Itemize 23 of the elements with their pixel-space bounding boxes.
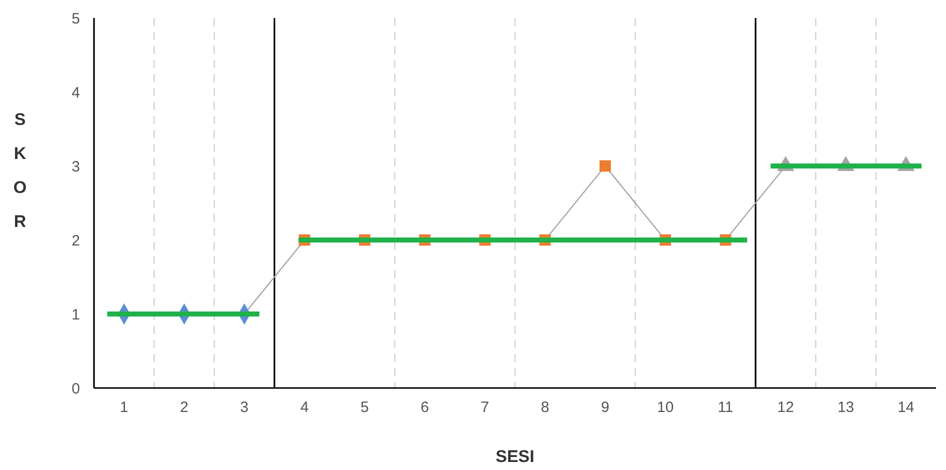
x-axis-title: SESI	[496, 447, 534, 466]
x-tick-label: 14	[898, 399, 914, 416]
y-tick-label: 1	[72, 306, 80, 324]
x-tick-label: 11	[718, 399, 734, 416]
point	[600, 160, 611, 172]
x-tick-label: 8	[540, 399, 550, 416]
y-tick-label: 0	[72, 380, 80, 398]
x-tick-label: 13	[837, 399, 854, 416]
x-tick-label: 1	[120, 399, 128, 416]
x-tick-label: 9	[601, 399, 610, 416]
y-axis-title: SKOR	[13, 110, 27, 231]
x-tick-label: 3	[240, 399, 249, 416]
x-tick-label: 12	[777, 399, 794, 416]
x-tick-label: 4	[300, 399, 309, 416]
x-tick-label: 2	[180, 399, 188, 416]
x-tick-label: 6	[420, 399, 429, 416]
y-tick-label: 4	[72, 84, 80, 102]
x-tick-label: 5	[360, 399, 369, 416]
y-tick-label: 5	[72, 10, 80, 28]
x-tick-label: 7	[480, 399, 490, 416]
y-tick-label: 3	[72, 158, 80, 176]
y-tick-label: 2	[72, 232, 80, 250]
x-tick-label: 10	[657, 399, 674, 416]
